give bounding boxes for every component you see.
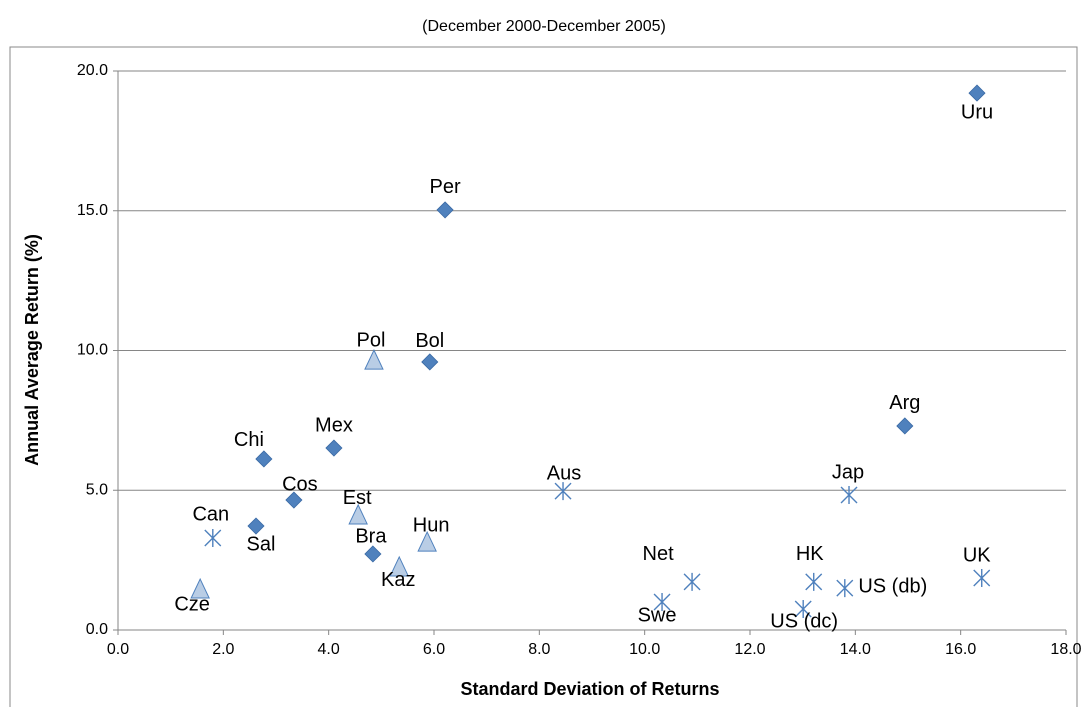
y-tick-label: 20.0 xyxy=(77,62,108,79)
point xyxy=(968,84,986,102)
point xyxy=(389,555,410,577)
point xyxy=(554,482,572,501)
point-label: Sal xyxy=(247,533,276,555)
point-label: Hun xyxy=(413,514,450,536)
point xyxy=(417,530,437,552)
chart-subtitle: (December 2000-December 2005) xyxy=(422,18,666,35)
point xyxy=(421,353,439,371)
point xyxy=(255,450,273,468)
point-label: Jap xyxy=(832,461,864,483)
point-label: Cos xyxy=(282,473,318,495)
point-label: Aus xyxy=(547,462,581,484)
x-tick-label: 0.0 xyxy=(107,641,129,658)
point xyxy=(794,600,812,619)
x-tick-label: 2.0 xyxy=(212,641,234,658)
point xyxy=(436,201,454,219)
point-label: Chi xyxy=(234,429,264,451)
point xyxy=(364,348,384,370)
x-tick-label: 6.0 xyxy=(423,641,445,658)
point xyxy=(285,491,303,509)
point-label: Pol xyxy=(357,329,386,351)
point-label: Can xyxy=(192,503,229,525)
point-label: Cze xyxy=(174,593,210,615)
point-label: Bol xyxy=(415,330,444,352)
y-tick-label: 10.0 xyxy=(77,342,108,359)
point-label: Mex xyxy=(315,414,353,436)
x-tick-label: 4.0 xyxy=(318,641,340,658)
point-label: Kaz xyxy=(381,569,415,591)
point xyxy=(896,417,914,435)
point xyxy=(190,577,210,599)
x-axis-title: Standard Deviation of Returns xyxy=(460,679,719,699)
point xyxy=(840,486,858,505)
point-label: US (db) xyxy=(858,575,927,597)
x-tick-label: 10.0 xyxy=(629,641,660,658)
point xyxy=(836,579,854,598)
point xyxy=(364,545,382,563)
chart-frame xyxy=(9,46,1078,707)
point xyxy=(325,439,343,457)
x-tick-label: 12.0 xyxy=(734,641,765,658)
point-label: US (dc) xyxy=(770,610,838,632)
point xyxy=(348,503,368,525)
point xyxy=(653,593,671,612)
y-tick-label: 0.0 xyxy=(86,621,108,638)
x-tick-label: 8.0 xyxy=(528,641,550,658)
x-tick-label: 14.0 xyxy=(840,641,871,658)
y-tick-label: 5.0 xyxy=(86,481,108,498)
point-label: UK xyxy=(963,544,991,566)
x-tick-label: 16.0 xyxy=(945,641,976,658)
x-tick-label: 18.0 xyxy=(1050,641,1081,658)
point-label: Bra xyxy=(355,525,387,547)
y-axis-title: Annual Average Return (%) xyxy=(22,234,42,466)
point-label: Per xyxy=(429,176,460,198)
y-tick-label: 15.0 xyxy=(77,202,108,219)
point xyxy=(247,517,265,535)
point-label: Net xyxy=(643,543,675,565)
point-label: Uru xyxy=(961,101,993,123)
point xyxy=(805,572,823,591)
point-label: Swe xyxy=(638,604,677,626)
point-label: HK xyxy=(796,543,824,565)
point-label: Est xyxy=(343,487,372,509)
point xyxy=(973,569,991,588)
point-label: Arg xyxy=(889,392,920,414)
point xyxy=(683,572,701,591)
point xyxy=(204,529,222,548)
